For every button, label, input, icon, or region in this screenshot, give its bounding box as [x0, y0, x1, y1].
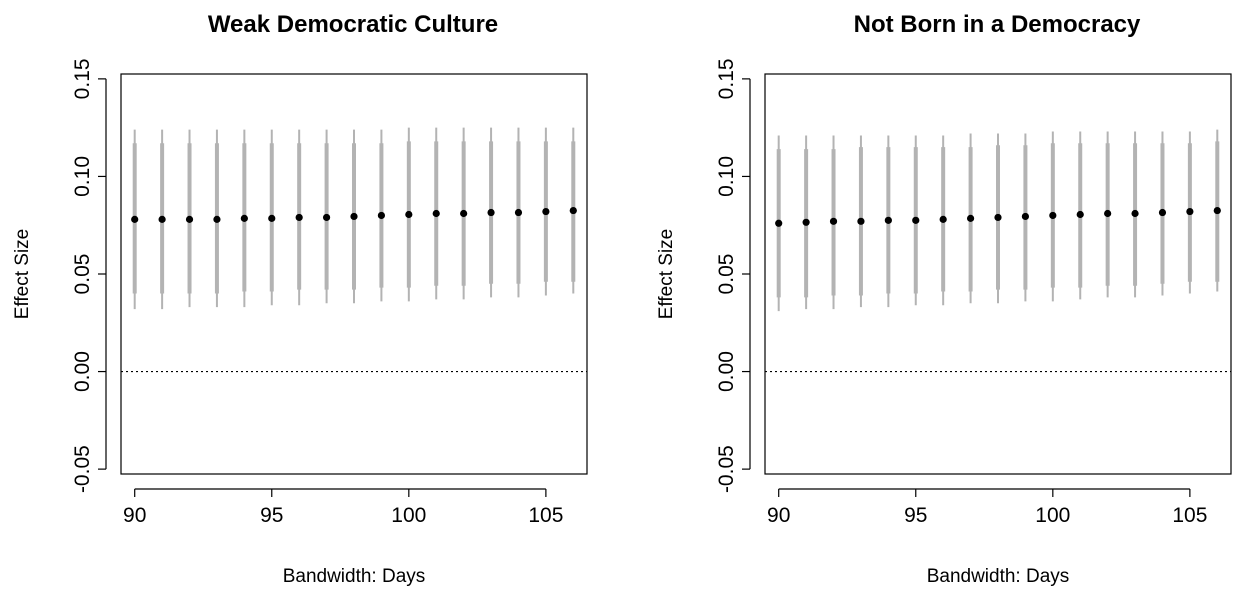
y-axis-label: Effect Size	[656, 229, 677, 319]
x-axis-label: Bandwidth: Days	[927, 566, 1070, 587]
point-estimate	[994, 213, 1002, 222]
y-tick-label: -0.05	[715, 445, 738, 493]
y-tick-label: -0.05	[71, 445, 94, 493]
point-estimate	[268, 214, 276, 222]
point-estimate	[966, 214, 975, 222]
y-axis-label: Effect Size	[12, 229, 33, 319]
x-tick-label: 105	[1172, 504, 1207, 527]
y-tick-label: 0.05	[71, 254, 94, 295]
x-tick-label: 100	[1035, 504, 1070, 527]
x-tick-label: 100	[391, 504, 426, 527]
point-estimate	[185, 215, 194, 223]
x-tick-label: 95	[904, 504, 927, 527]
point-estimate	[158, 215, 166, 223]
point-estimate	[460, 209, 468, 218]
point-estimate	[1049, 211, 1057, 220]
y-tick-label: 0.10	[71, 156, 94, 197]
point-estimate	[350, 212, 358, 221]
point-estimate	[802, 218, 810, 226]
y-tick-label: 0.15	[715, 58, 738, 99]
x-tick-label: 95	[260, 504, 283, 527]
point-estimate	[829, 217, 838, 225]
x-tick-label: 105	[528, 504, 563, 527]
point-estimate	[912, 216, 920, 224]
y-tick-label: 0.10	[715, 156, 738, 197]
point-estimate	[131, 215, 139, 223]
point-estimate	[857, 217, 865, 225]
point-estimate	[487, 208, 495, 217]
point-estimate	[295, 213, 303, 222]
plot-frame	[120, 73, 588, 475]
y-tick-label: 0.15	[71, 58, 94, 99]
point-estimate	[432, 209, 440, 218]
point-estimate	[514, 208, 523, 217]
y-tick-label: 0.00	[71, 351, 94, 392]
y-tick-label: 0.00	[715, 351, 738, 392]
point-estimate	[569, 206, 577, 215]
point-estimate	[1213, 206, 1221, 215]
chart-panel-1: Weak Democratic Culture -0.05 0.00 0.05 0.10…	[12, 11, 588, 587]
point-estimate	[213, 215, 221, 223]
point-estimate	[1158, 208, 1167, 217]
point-estimate	[405, 210, 413, 219]
x-tick-label: 90	[767, 504, 790, 527]
x-axis-label: Bandwidth: Days	[283, 566, 426, 587]
point-estimate	[775, 219, 783, 227]
point-estimate	[240, 214, 248, 222]
point-estimate	[1104, 209, 1112, 218]
point-estimate	[1021, 212, 1030, 221]
point-estimate	[542, 207, 550, 216]
plot-frame	[764, 73, 1232, 475]
chart-panel-2: Not Born in a Democracy -0.05 0.00 0.05 0.10…	[656, 11, 1232, 587]
x-tick-label: 90	[123, 504, 146, 527]
point-estimate	[1076, 210, 1084, 219]
point-estimate	[939, 215, 947, 223]
y-tick-label: 0.05	[715, 254, 738, 295]
chart-title: Weak Democratic Culture	[208, 11, 498, 38]
point-estimate	[1186, 207, 1194, 216]
point-estimate	[884, 216, 892, 224]
point-estimate	[322, 213, 331, 222]
chart-title: Not Born in a Democracy	[854, 11, 1141, 38]
point-estimate	[377, 211, 386, 220]
point-estimate	[1131, 209, 1139, 218]
